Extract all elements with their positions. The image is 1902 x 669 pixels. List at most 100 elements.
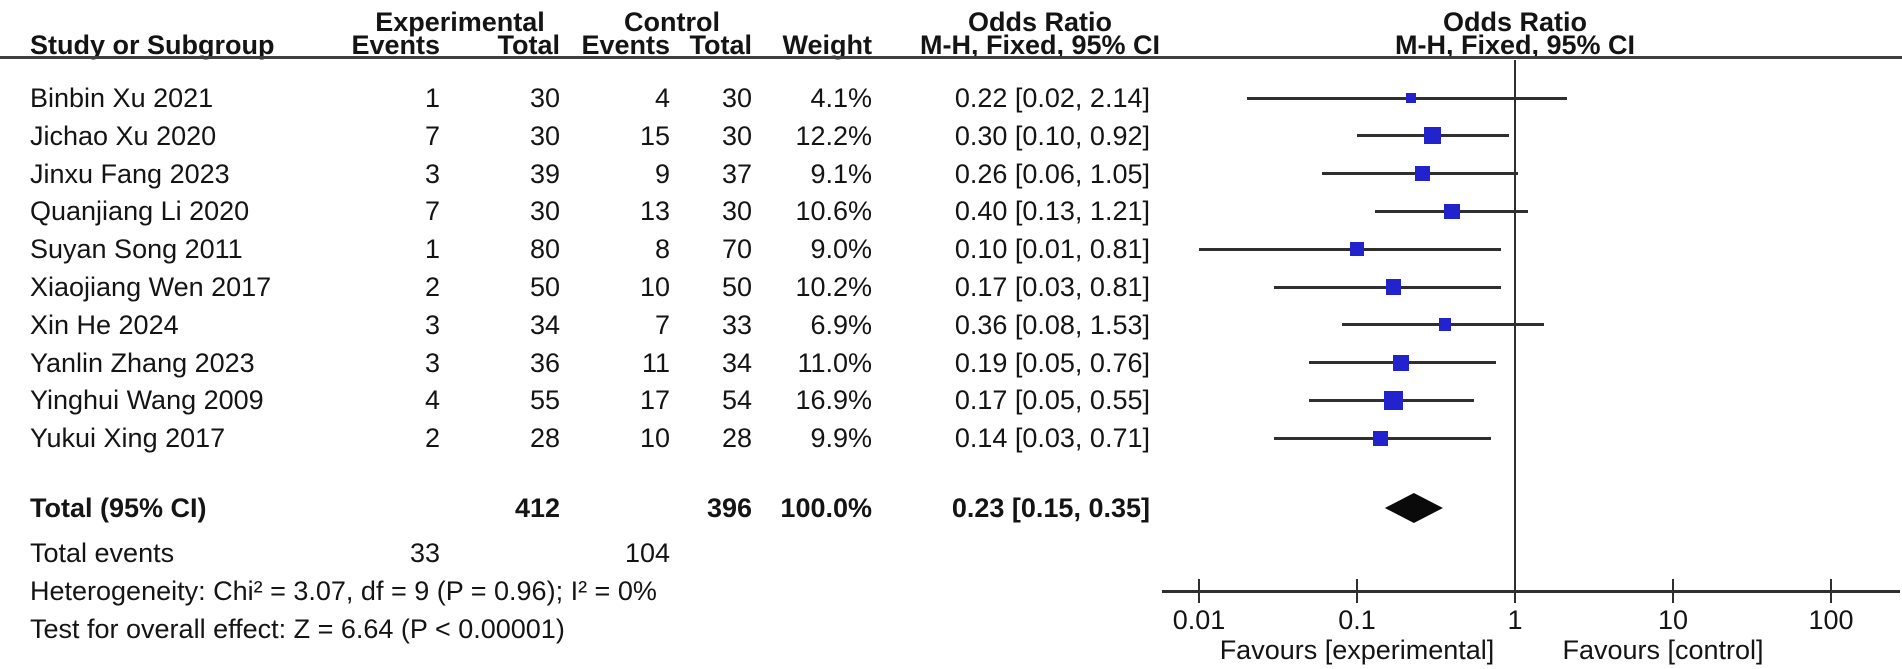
study-name: Yukui Xing 2017 bbox=[30, 423, 226, 454]
or-ci-value: 0.10 [0.01, 0.81] bbox=[954, 234, 1150, 265]
study-name: Quanjiang Li 2020 bbox=[30, 196, 250, 227]
x-axis-tick bbox=[1198, 579, 1200, 603]
exp-total-value: 80 bbox=[529, 234, 560, 265]
col-header-exp-events: Events bbox=[351, 30, 440, 60]
weight-value: 9.1% bbox=[810, 158, 872, 189]
study-name: Suyan Song 2011 bbox=[30, 234, 243, 265]
ctl-total-value: 70 bbox=[721, 234, 752, 265]
weight-value: 9.0% bbox=[810, 234, 872, 265]
study-name: Jinxu Fang 2023 bbox=[30, 158, 230, 189]
group-header-experimental: Experimental bbox=[375, 7, 545, 37]
effect-square bbox=[1385, 279, 1402, 295]
x-axis-tick-label: 10 bbox=[1657, 605, 1689, 635]
weight-value: 4.1% bbox=[810, 83, 872, 113]
ctl-total-value: 30 bbox=[721, 196, 752, 227]
ctl-events-value: 9 bbox=[654, 158, 670, 189]
ctl-total-value: 37 bbox=[721, 158, 752, 189]
study-name: Xiaojiang Wen 2017 bbox=[30, 272, 272, 302]
ctl-events-value: 4 bbox=[654, 83, 670, 113]
x-axis-tick bbox=[1356, 579, 1358, 603]
study-name: Binbin Xu 2021 bbox=[30, 83, 214, 113]
or-ci-value: 0.19 [0.05, 0.76] bbox=[954, 347, 1150, 378]
weight-value: 9.9% bbox=[810, 423, 872, 454]
favours-control-label: Favours [control] bbox=[1562, 635, 1764, 665]
header-rule bbox=[0, 56, 1902, 59]
total-events-label: Total events bbox=[30, 538, 175, 568]
total-ctl-total: 396 bbox=[706, 493, 752, 523]
col-header-ctl-total: Total bbox=[689, 30, 753, 60]
effect-square bbox=[1349, 242, 1365, 257]
effect-square bbox=[1372, 430, 1388, 446]
effect-square bbox=[1383, 390, 1404, 411]
study-name: Yinghui Wang 2009 bbox=[30, 385, 264, 416]
exp-total-value: 55 bbox=[529, 385, 560, 416]
total-weight: 100.0% bbox=[780, 493, 872, 523]
ctl-total-value: 54 bbox=[721, 385, 752, 416]
x-axis-tick-label: 100 bbox=[1808, 605, 1854, 635]
ctl-events-value: 10 bbox=[639, 423, 670, 454]
x-axis-tick-label: 1 bbox=[1507, 605, 1523, 635]
weight-value: 10.6% bbox=[795, 196, 872, 227]
study-name: Yanlin Zhang 2023 bbox=[30, 347, 255, 378]
or-ci-value: 0.22 [0.02, 2.14] bbox=[954, 83, 1150, 113]
exp-events-value: 7 bbox=[424, 196, 440, 227]
exp-events-value: 1 bbox=[424, 83, 440, 113]
overall-effect-stats: Test for overall effect: Z = 6.64 (P < 0… bbox=[30, 614, 565, 644]
exp-events-value: 2 bbox=[424, 423, 440, 454]
col-header-weight: Weight bbox=[782, 30, 873, 60]
study-name: Jichao Xu 2020 bbox=[30, 120, 217, 151]
or-ci-value: 0.17 [0.03, 0.81] bbox=[954, 272, 1150, 302]
exp-total-value: 50 bbox=[529, 272, 560, 302]
or-ci-value: 0.26 [0.06, 1.05] bbox=[954, 158, 1150, 189]
ctl-total-value: 30 bbox=[721, 83, 752, 113]
group-header-odds-ratio-text: Odds Ratio bbox=[967, 7, 1113, 37]
col-header-exp-total: Total bbox=[497, 30, 561, 60]
or-ci-value: 0.30 [0.10, 0.92] bbox=[954, 120, 1150, 151]
total-row-label: Total (95% CI) bbox=[30, 493, 207, 523]
heterogeneity-stats: Heterogeneity: Chi² = 3.07, df = 9 (P = … bbox=[30, 576, 657, 606]
ctl-events-value: 13 bbox=[639, 196, 670, 227]
exp-events-value: 1 bbox=[424, 234, 440, 265]
ctl-events-value: 7 bbox=[654, 309, 670, 340]
col-header-study: Study or Subgroup bbox=[30, 30, 275, 60]
ctl-events-value: 11 bbox=[641, 347, 670, 378]
pooled-effect-diamond bbox=[1384, 493, 1443, 523]
or-ci-value: 0.36 [0.08, 1.53] bbox=[954, 309, 1150, 340]
weight-value: 12.2% bbox=[795, 120, 872, 151]
effect-square bbox=[1444, 203, 1460, 220]
x-axis-tick-label: 0.1 bbox=[1338, 605, 1376, 635]
or-ci-value: 0.17 [0.05, 0.55] bbox=[954, 385, 1150, 416]
total-events-exp: 33 bbox=[409, 538, 440, 568]
exp-events-value: 3 bbox=[424, 158, 440, 189]
exp-events-value: 3 bbox=[424, 347, 440, 378]
total-exp-total: 412 bbox=[514, 493, 560, 523]
x-axis-tick-label: 0.01 bbox=[1172, 605, 1226, 635]
weight-value: 6.9% bbox=[810, 309, 872, 340]
weight-value: 16.9% bbox=[795, 385, 872, 416]
or-ci-value: 0.14 [0.03, 0.71] bbox=[954, 423, 1150, 454]
weight-value: 11.0% bbox=[797, 347, 872, 378]
ctl-events-value: 8 bbox=[654, 234, 670, 265]
ctl-total-value: 50 bbox=[721, 272, 752, 302]
exp-total-value: 30 bbox=[529, 196, 560, 227]
no-effect-reference-line bbox=[1514, 60, 1516, 593]
exp-total-value: 28 bbox=[529, 423, 560, 454]
x-axis-tick bbox=[1672, 579, 1674, 603]
ctl-total-value: 28 bbox=[721, 423, 752, 454]
study-name: Xin He 2024 bbox=[30, 309, 179, 340]
x-axis-line bbox=[1162, 590, 1900, 593]
ci-line bbox=[1199, 247, 1501, 251]
exp-total-value: 36 bbox=[529, 347, 560, 378]
ctl-total-value: 34 bbox=[721, 347, 752, 378]
effect-square bbox=[1438, 318, 1452, 332]
or-ci-value: 0.40 [0.13, 1.21] bbox=[954, 196, 1150, 227]
effect-square bbox=[1406, 93, 1416, 103]
total-events-ctl: 104 bbox=[624, 538, 670, 568]
exp-events-value: 2 bbox=[424, 272, 440, 302]
exp-total-value: 39 bbox=[529, 158, 560, 189]
col-header-method-plot: M-H, Fixed, 95% CI bbox=[1394, 30, 1636, 60]
exp-events-value: 4 bbox=[424, 385, 440, 416]
exp-total-value: 34 bbox=[529, 309, 560, 340]
ctl-total-value: 30 bbox=[721, 120, 752, 151]
